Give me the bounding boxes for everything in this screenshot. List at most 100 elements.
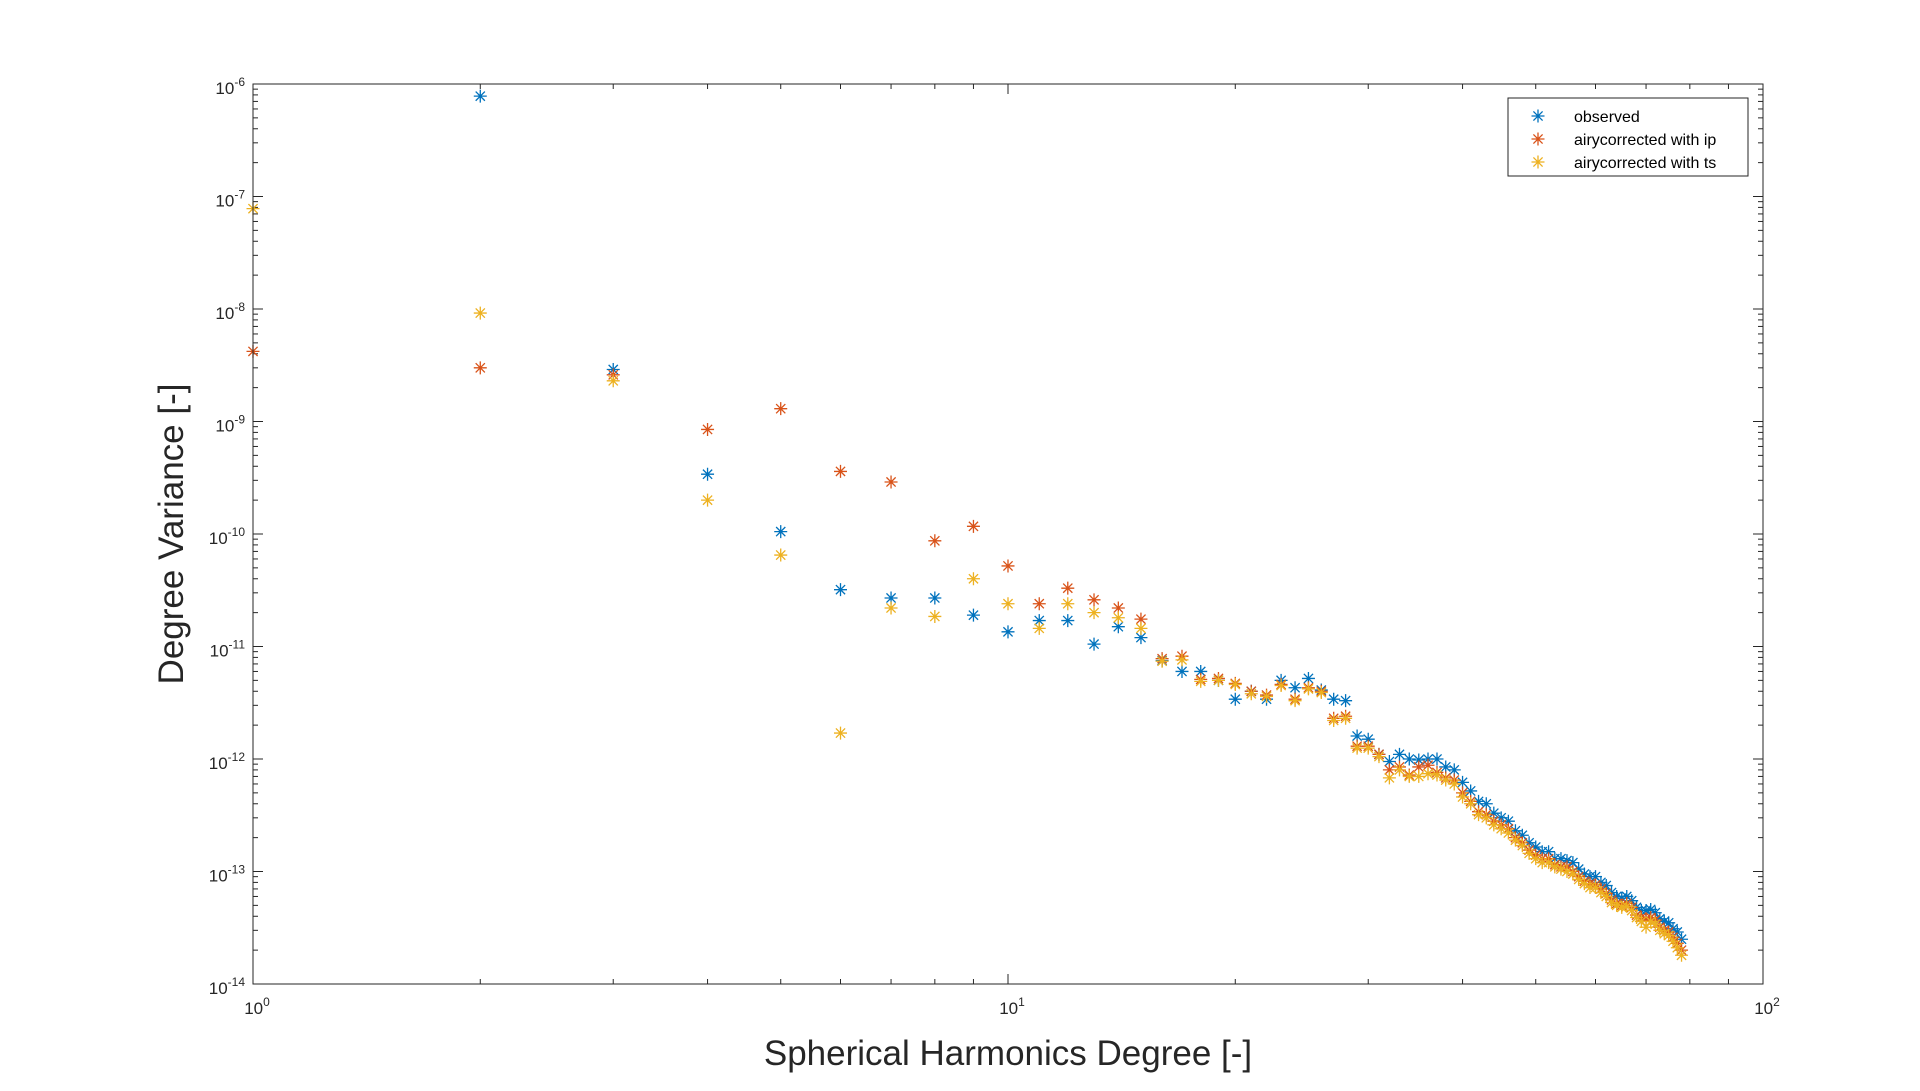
data-point	[834, 726, 848, 740]
data-point	[1392, 747, 1406, 761]
data-point	[473, 361, 487, 375]
data-point	[1134, 621, 1148, 635]
data-point	[1508, 824, 1522, 838]
data-point	[1134, 631, 1148, 645]
data-point	[1421, 767, 1435, 781]
data-point	[1634, 914, 1648, 928]
data-point	[1412, 753, 1426, 767]
data-point	[1339, 694, 1353, 708]
data-point	[1610, 898, 1624, 912]
data-point	[1610, 889, 1624, 903]
data-point	[1392, 763, 1406, 777]
data-point	[1339, 711, 1353, 725]
data-point	[473, 306, 487, 320]
data-point	[1382, 771, 1396, 785]
data-point	[966, 608, 980, 622]
tick-label: 10-13	[209, 863, 246, 886]
data-point	[606, 374, 620, 388]
data-point	[1487, 818, 1501, 832]
data-point	[1625, 904, 1639, 918]
legend[interactable]: observed airycorrected with ip airycorrect…	[1507, 97, 1749, 177]
plot-frame	[252, 83, 1764, 985]
data-point	[1194, 664, 1208, 678]
data-point	[966, 572, 980, 586]
data-point	[1456, 775, 1470, 789]
data-point	[1625, 894, 1639, 908]
data-point	[1421, 758, 1435, 772]
data-point	[1087, 593, 1101, 607]
data-point	[1639, 904, 1653, 918]
data-point	[1430, 768, 1444, 782]
data-point	[1648, 906, 1662, 920]
data-point	[884, 591, 898, 605]
legend-box	[1507, 97, 1749, 177]
data-point	[1472, 808, 1486, 822]
x-axis-label: Spherical Harmonics Degree [-]	[764, 1034, 1252, 1073]
data-point	[1111, 620, 1125, 634]
data-point	[1479, 797, 1493, 811]
y-axis-label: Degree Variance [-]	[152, 384, 191, 685]
data-point	[1288, 681, 1302, 695]
data-point	[1314, 686, 1328, 700]
data-point	[1288, 694, 1302, 708]
data-point	[1350, 741, 1364, 755]
data-point	[1605, 886, 1618, 900]
tick-label: 10-12	[209, 750, 246, 773]
data-point	[1472, 794, 1486, 808]
data-point	[1111, 611, 1125, 625]
data-point	[1430, 752, 1444, 766]
plot-area	[253, 84, 1763, 984]
data-point	[1666, 934, 1680, 948]
data-point	[774, 525, 788, 539]
data-point	[1657, 914, 1671, 928]
data-point	[1001, 625, 1015, 639]
data-point	[1572, 872, 1586, 886]
data-point	[1361, 741, 1375, 755]
tick-label: 10-7	[215, 188, 245, 211]
tick-label: 10-14	[209, 975, 246, 998]
data-point	[1087, 606, 1101, 620]
data-point	[1594, 886, 1608, 900]
data-point	[1577, 877, 1591, 891]
data-point	[1554, 862, 1568, 876]
data-point	[1447, 777, 1461, 791]
data-point	[1599, 879, 1613, 893]
data-point	[1402, 752, 1416, 766]
data-point	[1657, 927, 1671, 941]
data-point	[1155, 654, 1169, 668]
data-point	[1350, 729, 1364, 743]
data-point	[1372, 750, 1386, 764]
data-point	[1412, 760, 1426, 774]
tick-label: 102	[1754, 995, 1780, 1018]
legend-marker	[1531, 155, 1545, 169]
data-point	[1464, 797, 1478, 811]
data-point	[1087, 637, 1101, 651]
legend-marker	[1531, 132, 1545, 146]
data-point	[928, 591, 942, 605]
data-point	[1479, 811, 1493, 825]
data-point	[1542, 856, 1556, 870]
data-point	[1662, 928, 1676, 942]
data-point	[774, 548, 788, 562]
legend-label: airycorrected with ip	[1574, 132, 1716, 149]
data-point	[1566, 856, 1580, 870]
data-point	[1061, 614, 1075, 628]
data-point	[1244, 687, 1258, 701]
data-point	[1572, 862, 1586, 876]
tick-label: 10-9	[215, 413, 245, 436]
data-point	[1522, 846, 1536, 860]
data-point	[1001, 559, 1015, 573]
data-point	[1501, 814, 1515, 828]
data-point	[1382, 763, 1396, 777]
data-point	[1061, 581, 1075, 595]
data-point	[1675, 948, 1689, 962]
legend-label: airycorrected with ts	[1574, 155, 1716, 172]
data-point	[1529, 852, 1543, 866]
tick-label: 101	[999, 995, 1025, 1018]
data-markers	[246, 89, 1689, 962]
tick-label: 10-11	[210, 638, 246, 661]
data-point	[1412, 769, 1426, 783]
data-point	[1666, 922, 1680, 936]
data-point	[1032, 621, 1046, 635]
